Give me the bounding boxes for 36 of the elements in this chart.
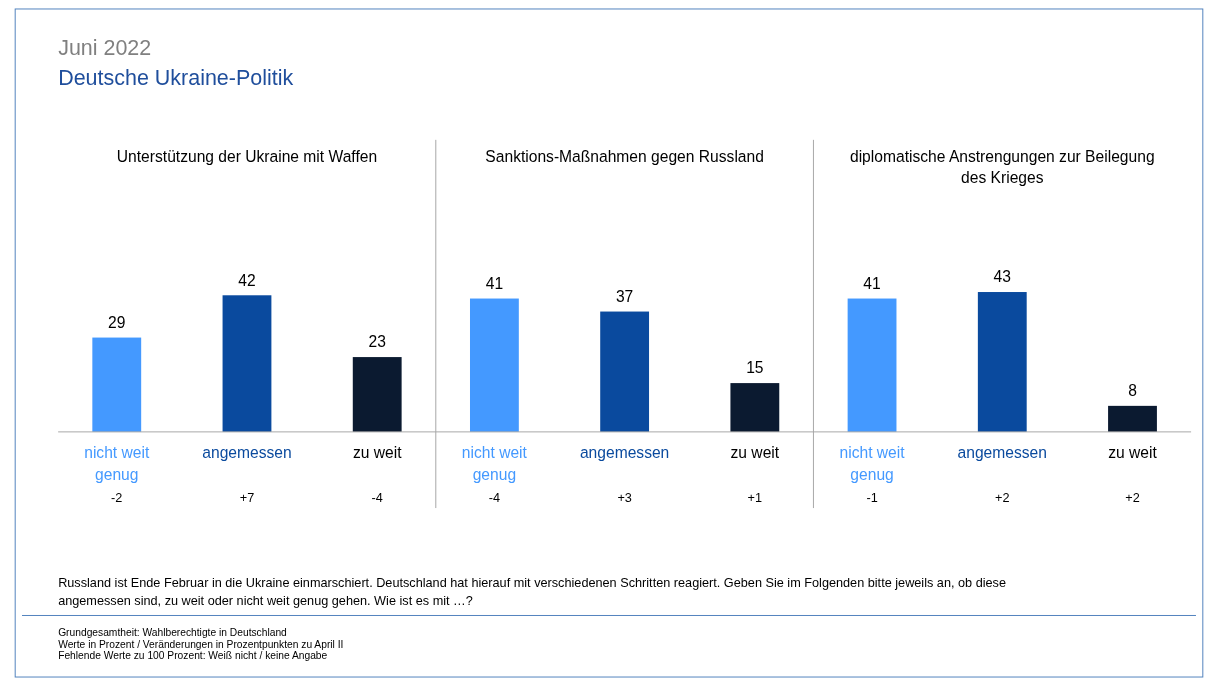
chart-title: diplomatische Anstrengungen zur Beilegung des Krieges bbox=[849, 148, 1155, 186]
text: Russland ist Ende Februar in die Ukraine einmarschiert. Deutschland hat hierauf mit verschiedenen Schritten reagiert. Geben Sie im Folgenden bitte jeweils an, ob diese angemessen sind, zu weit oder nicht weit genug gehen. Wie ist es mit …? bbox=[58, 576, 1006, 608]
data-label: 42 bbox=[238, 271, 256, 289]
chart-title: Sanktions-Maßnahmen gegen Russland bbox=[485, 148, 764, 166]
x-tick-label: zu weit bbox=[1108, 444, 1158, 462]
text: +3 bbox=[617, 491, 632, 506]
text: +7 bbox=[239, 491, 255, 506]
data-label: 43 bbox=[993, 268, 1011, 286]
x-tick-label: angemessen bbox=[579, 444, 670, 462]
text: Deutsche Ukraine-Politik bbox=[58, 66, 294, 91]
x-tick-label: nicht weit genug bbox=[84, 444, 150, 483]
x-tick-label: nicht weit genug bbox=[461, 444, 528, 483]
text: -4 bbox=[371, 491, 383, 506]
text: Fehlende Werte zu 100 Prozent: Weiß nicht / keine Angabe bbox=[58, 650, 328, 662]
text: -4 bbox=[488, 491, 501, 506]
data-label: 29 bbox=[108, 313, 126, 331]
data-label: 8 bbox=[1128, 382, 1137, 400]
text: -1 bbox=[866, 491, 878, 506]
text: Grundgesamtheit: Wahlberechtigte in Deutschland bbox=[58, 627, 288, 638]
data-label: 23 bbox=[368, 333, 386, 351]
text: +2 bbox=[995, 491, 1010, 506]
x-tick-label: nicht weit genug bbox=[839, 444, 906, 483]
x-tick-label: zu weit bbox=[730, 444, 780, 462]
data-label: 37 bbox=[615, 287, 634, 305]
x-tick-label: zu weit bbox=[352, 444, 403, 462]
x-tick-label: angemessen bbox=[957, 444, 1047, 462]
text: -2 bbox=[111, 491, 123, 506]
text: Juni 2022 bbox=[58, 35, 152, 60]
chart-title: Unterstützung der Ukraine mit Waffen bbox=[116, 148, 378, 166]
text: Werte in Prozent / Veränderungen in Prozentpunkten zu April II bbox=[58, 638, 344, 650]
text: +2 bbox=[1125, 491, 1140, 506]
text: +1 bbox=[747, 491, 763, 506]
data-label: 15 bbox=[746, 359, 764, 377]
data-label: 41 bbox=[485, 274, 504, 292]
x-tick-label: angemessen bbox=[202, 444, 292, 462]
data-label: 41 bbox=[863, 274, 881, 292]
